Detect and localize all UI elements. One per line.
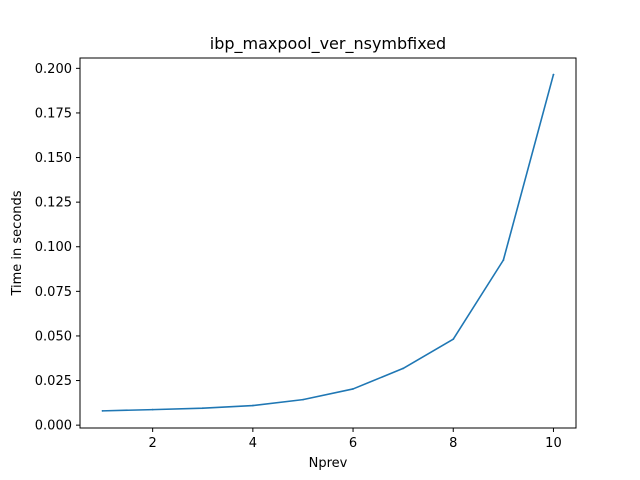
data-point bbox=[552, 73, 555, 76]
y-tick-label: 0.200 bbox=[35, 62, 72, 77]
x-tick-label: 10 bbox=[545, 436, 562, 451]
y-tick-label: 0.050 bbox=[35, 329, 72, 344]
data-point bbox=[402, 367, 405, 370]
series-layer bbox=[101, 73, 555, 412]
data-point bbox=[502, 259, 505, 262]
data-point bbox=[101, 409, 104, 412]
y-tick-label: 0.175 bbox=[35, 106, 72, 121]
data-point bbox=[201, 407, 204, 410]
data-point bbox=[452, 338, 455, 341]
x-tick-label: 6 bbox=[349, 436, 357, 451]
chart-title: ibp_maxpool_ver_nsymbfixed bbox=[210, 34, 446, 54]
x-axis-ticks: 2 4 6 8 10 bbox=[149, 428, 562, 451]
plot-frame bbox=[79, 57, 577, 429]
y-tick-label: 0.000 bbox=[35, 419, 72, 434]
x-tick-label: 4 bbox=[249, 436, 257, 451]
data-point bbox=[302, 398, 304, 401]
x-axis-label: Nprev bbox=[309, 456, 348, 471]
data-point bbox=[151, 408, 154, 411]
y-axis-ticks: 0.000 0.025 0.050 0.075 0.100 0.125 0.150 0.175… bbox=[35, 62, 80, 434]
x-tick-label: 8 bbox=[449, 436, 457, 451]
x-tick-label: 2 bbox=[149, 436, 157, 451]
y-tick-label: 0.150 bbox=[35, 151, 72, 166]
data-point bbox=[251, 404, 254, 407]
y-tick-label: 0.125 bbox=[35, 196, 72, 211]
y-axis-label: Time in seconds bbox=[10, 190, 25, 296]
y-tick-label: 0.100 bbox=[35, 240, 72, 255]
series-line-time bbox=[101, 73, 555, 412]
y-tick-label: 0.075 bbox=[35, 285, 72, 300]
data-point bbox=[352, 388, 354, 390]
y-tick-label: 0.025 bbox=[35, 374, 72, 389]
